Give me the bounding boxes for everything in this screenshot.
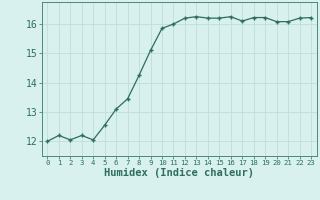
X-axis label: Humidex (Indice chaleur): Humidex (Indice chaleur) xyxy=(104,168,254,178)
